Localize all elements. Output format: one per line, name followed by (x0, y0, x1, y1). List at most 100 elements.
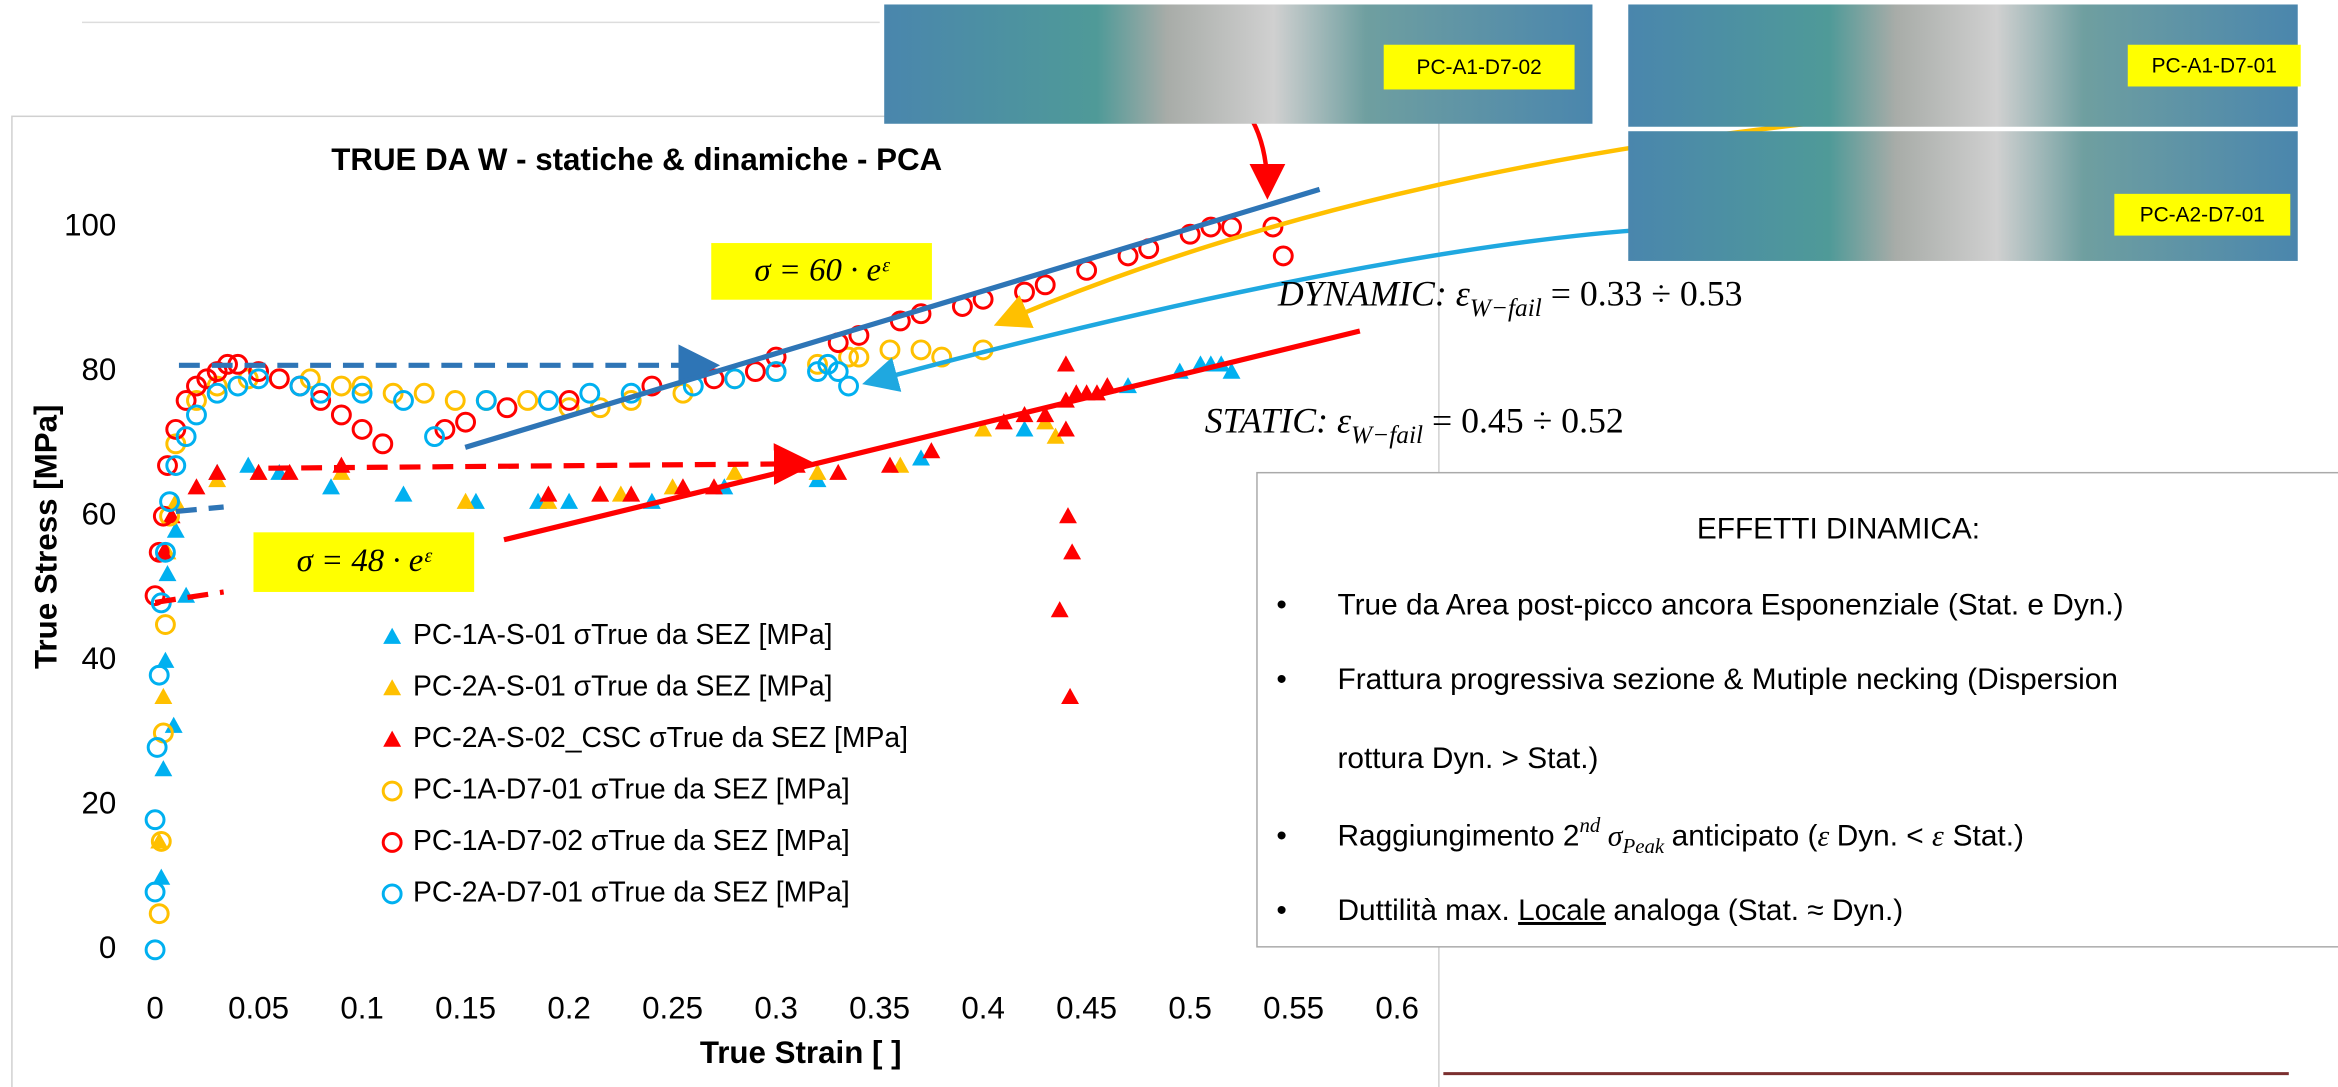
bullet-part: analoga (Stat. ≈ Dyn.) (1613, 894, 1903, 927)
circle-marker (148, 664, 170, 686)
circle-marker (579, 382, 601, 404)
triangle-marker (725, 463, 744, 480)
circle-marker (289, 375, 311, 397)
triangle-marker (156, 651, 175, 668)
triangle-marker (208, 463, 227, 480)
circle-marker (558, 390, 580, 411)
circle-marker (381, 832, 403, 853)
circle-marker (827, 361, 849, 383)
photo-label: PC-A1-D7-02 (1417, 56, 1542, 79)
circle-marker (724, 368, 746, 390)
triangle-marker (154, 687, 173, 704)
legend-label: PC-2A-D7-01 σTrue da SEZ [MPa] (413, 876, 850, 908)
bullet-part: Raggiungimento 2 (1337, 819, 1579, 852)
triangle-marker (383, 627, 402, 644)
x-tick-label: 0.4 (961, 990, 1005, 1025)
circle-marker (381, 780, 403, 802)
photo-label-box (2114, 193, 2291, 236)
triangle-marker (249, 463, 268, 480)
triangle-marker (456, 492, 475, 509)
circle-marker (144, 939, 166, 961)
y-tick-label: 0 (99, 930, 116, 965)
triangle-marker (1046, 427, 1065, 444)
bullet-part: Stat.) (1953, 819, 2024, 852)
circle-marker (186, 375, 207, 397)
note-symbol: ε (1456, 274, 1471, 314)
circle-marker (434, 418, 456, 440)
formula: σ = 60 · eᵋ (754, 252, 891, 288)
circle-marker (299, 368, 321, 390)
triangle-marker (1059, 507, 1077, 524)
circle-marker (496, 397, 518, 419)
bullet-dot: • (1276, 663, 1286, 696)
note-value: = 0.33 ÷ 0.53 (1551, 274, 1743, 314)
circle-marker (537, 390, 559, 411)
circle-marker (744, 361, 766, 383)
circle-marker (159, 505, 180, 527)
circle-marker (765, 361, 787, 383)
x-tick-label: 0.6 (1375, 990, 1419, 1025)
text-box-title: EFFETTI DINAMICA: (1697, 512, 1980, 545)
triangle-marker (591, 485, 610, 502)
triangle-marker (187, 478, 206, 495)
triangle-marker (166, 492, 185, 509)
triangle-marker (974, 420, 993, 437)
circle-marker (382, 382, 404, 404)
x-tick-label: 0.1 (340, 990, 384, 1025)
circle-marker (910, 339, 932, 361)
circle-marker (838, 346, 859, 368)
triangle-marker (164, 716, 183, 733)
note-label: STATIC: (1205, 400, 1328, 440)
bullet-dot: • (1276, 588, 1286, 621)
circle-marker (475, 390, 497, 411)
bullet: Raggiungimento 2nd σPeak anticipato (ε Dyn.… (1337, 813, 2023, 858)
triangle-marker (539, 485, 558, 502)
note-value: = 0.45 ÷ 0.52 (1432, 400, 1624, 440)
circle-marker (931, 346, 953, 368)
note-subscript: W−fail (1351, 421, 1423, 449)
bullet: Duttilità max. Locale analoga (Stat. ≈ Dy… (1337, 894, 1903, 927)
circle-marker (206, 361, 228, 383)
plot: 0 0.05 0.1 0.15 0.2 0.25 0.3 0.35 0.4 0.45 0.5 0.55… (64, 207, 1419, 1025)
bullet-part: Duttilità max. (1337, 894, 1518, 927)
circle-marker (1272, 245, 1294, 267)
triangle-marker (280, 463, 299, 480)
triangle-marker (912, 449, 930, 466)
triangle-marker (1056, 420, 1075, 437)
circle-marker (154, 614, 176, 635)
formula-box (253, 532, 475, 592)
circle-marker (351, 375, 373, 397)
formula: σ = 48 · eᵋ (297, 543, 434, 579)
circle-marker (455, 411, 477, 433)
x-tick-label: 0.35 (849, 990, 910, 1025)
y-tick-label: 20 (81, 786, 116, 821)
triangle-marker (922, 442, 941, 459)
circle-marker (248, 368, 270, 390)
x-tick-label: 0.15 (435, 990, 496, 1025)
y-axis-label: True Stress [MPa] (29, 405, 64, 669)
circle-marker (1179, 223, 1201, 245)
triangle-marker (829, 463, 848, 480)
bullet-part: Peak (1621, 834, 1664, 858)
photo-label-box (2127, 44, 2301, 87)
circle-marker (175, 390, 197, 411)
circle-marker (175, 426, 197, 448)
circle-marker (807, 361, 828, 383)
bullet-dot: • (1276, 894, 1286, 927)
note-label: DYNAMIC: (1277, 274, 1447, 314)
x-tick-label: 0.2 (547, 990, 591, 1025)
bullet: True da Area post-picco ancora Esponenzi… (1337, 588, 2123, 621)
circle-marker (186, 404, 207, 426)
triangle-marker (1061, 687, 1080, 704)
bullet-part: nd (1579, 813, 1600, 837)
circle-marker (165, 455, 187, 476)
triangle-marker (1036, 405, 1055, 423)
triangle-marker (1063, 543, 1082, 560)
triangle-marker (322, 478, 340, 495)
circle-marker (248, 361, 270, 383)
circle-marker (237, 368, 259, 390)
circle-marker (310, 390, 332, 411)
circle-marker (517, 390, 539, 411)
